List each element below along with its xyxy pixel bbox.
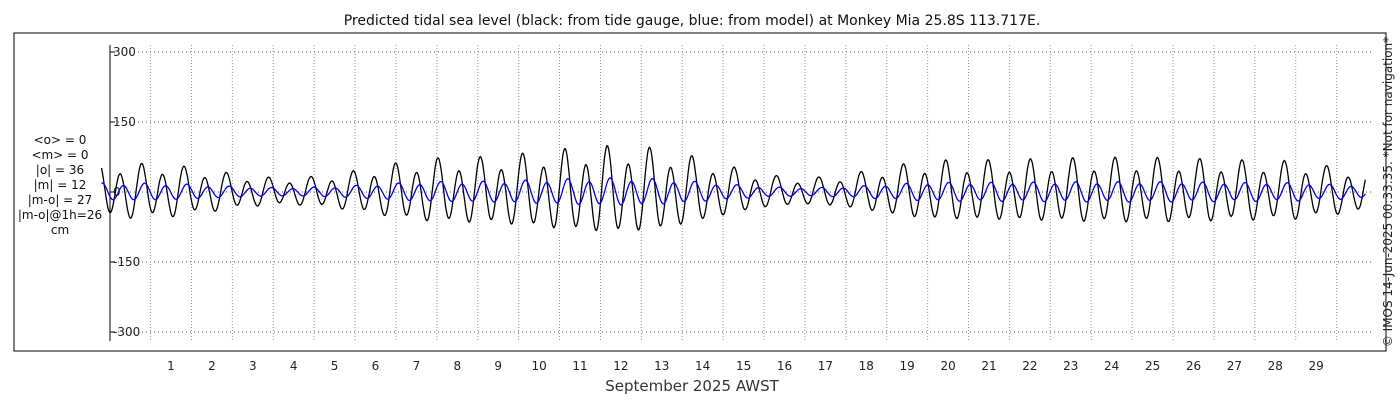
x-tick-label: 29 — [1309, 359, 1324, 373]
series-lines — [100, 144, 1366, 232]
x-tick-label: 7 — [413, 359, 421, 373]
stat-abs-diff-1h: |m-o|@1h=26 — [17, 208, 103, 222]
y-tick-label: 300 — [113, 45, 136, 59]
x-tick-label: 6 — [372, 359, 380, 373]
x-tick-label: 5 — [331, 359, 339, 373]
series-tide-gauge — [100, 144, 1366, 232]
copyright-note: © IMOS 14-Jun-2025 00:33:35. *Not for na… — [1381, 37, 1395, 347]
x-tick-label: 15 — [736, 359, 751, 373]
y-tick-label: 0 — [113, 185, 121, 199]
x-tick-label: 26 — [1186, 359, 1201, 373]
x-tick-label: 18 — [859, 359, 874, 373]
x-tick-label: 2 — [208, 359, 216, 373]
x-axis-label: September 2025 AWST — [605, 377, 779, 395]
statistics-panel: <o> = 0 <m> = 0 |o| = 36 |m| = 12 |m-o| … — [10, 133, 110, 238]
x-tick-label: 28 — [1268, 359, 1283, 373]
x-tick-label: 17 — [818, 359, 833, 373]
x-tick-label: 4 — [290, 359, 298, 373]
stat-abs-obs: |o| = 36 — [35, 163, 85, 177]
x-tick-label: 9 — [494, 359, 502, 373]
x-tick-label: 22 — [1022, 359, 1037, 373]
y-tick-label: -300 — [113, 325, 140, 339]
stat-unit: cm — [50, 223, 70, 237]
series-model — [101, 177, 1366, 206]
x-tick-label: 8 — [453, 359, 461, 373]
x-tick-label: 13 — [654, 359, 669, 373]
x-tick-label: 19 — [900, 359, 915, 373]
x-axis-ticks: 1 2 3 4 5 6 7 8 9 10 11 12 13 14 15 16 17 18 19 20 21 22 23 24 2… — [167, 359, 1324, 373]
x-tick-label: 24 — [1104, 359, 1119, 373]
stat-mean-obs: <o> = 0 — [33, 133, 87, 147]
x-tick-label: 3 — [249, 359, 257, 373]
x-tick-label: 21 — [981, 359, 996, 373]
x-tick-label: 14 — [695, 359, 710, 373]
x-tick-label: 23 — [1063, 359, 1078, 373]
chart-title: Predicted tidal sea level (black: from t… — [344, 13, 1041, 29]
y-axis-ticks: 300 150 0 -150 -300 — [110, 45, 140, 339]
x-tick-label: 10 — [531, 359, 546, 373]
x-tick-label: 12 — [613, 359, 628, 373]
x-tick-label: 16 — [777, 359, 792, 373]
y-tick-label: -150 — [113, 255, 140, 269]
stat-mean-model: <m> = 0 — [31, 148, 89, 162]
x-tick-label: 25 — [1145, 359, 1160, 373]
stat-abs-diff: |m-o| = 27 — [27, 193, 93, 207]
y-tick-label: 150 — [113, 115, 136, 129]
x-tick-label: 1 — [167, 359, 175, 373]
x-tick-label: 27 — [1227, 359, 1242, 373]
outer-frame — [13, 32, 1387, 352]
x-tick-label: 20 — [940, 359, 955, 373]
stat-abs-model: |m| = 12 — [33, 178, 87, 192]
x-tick-label: 11 — [572, 359, 587, 373]
